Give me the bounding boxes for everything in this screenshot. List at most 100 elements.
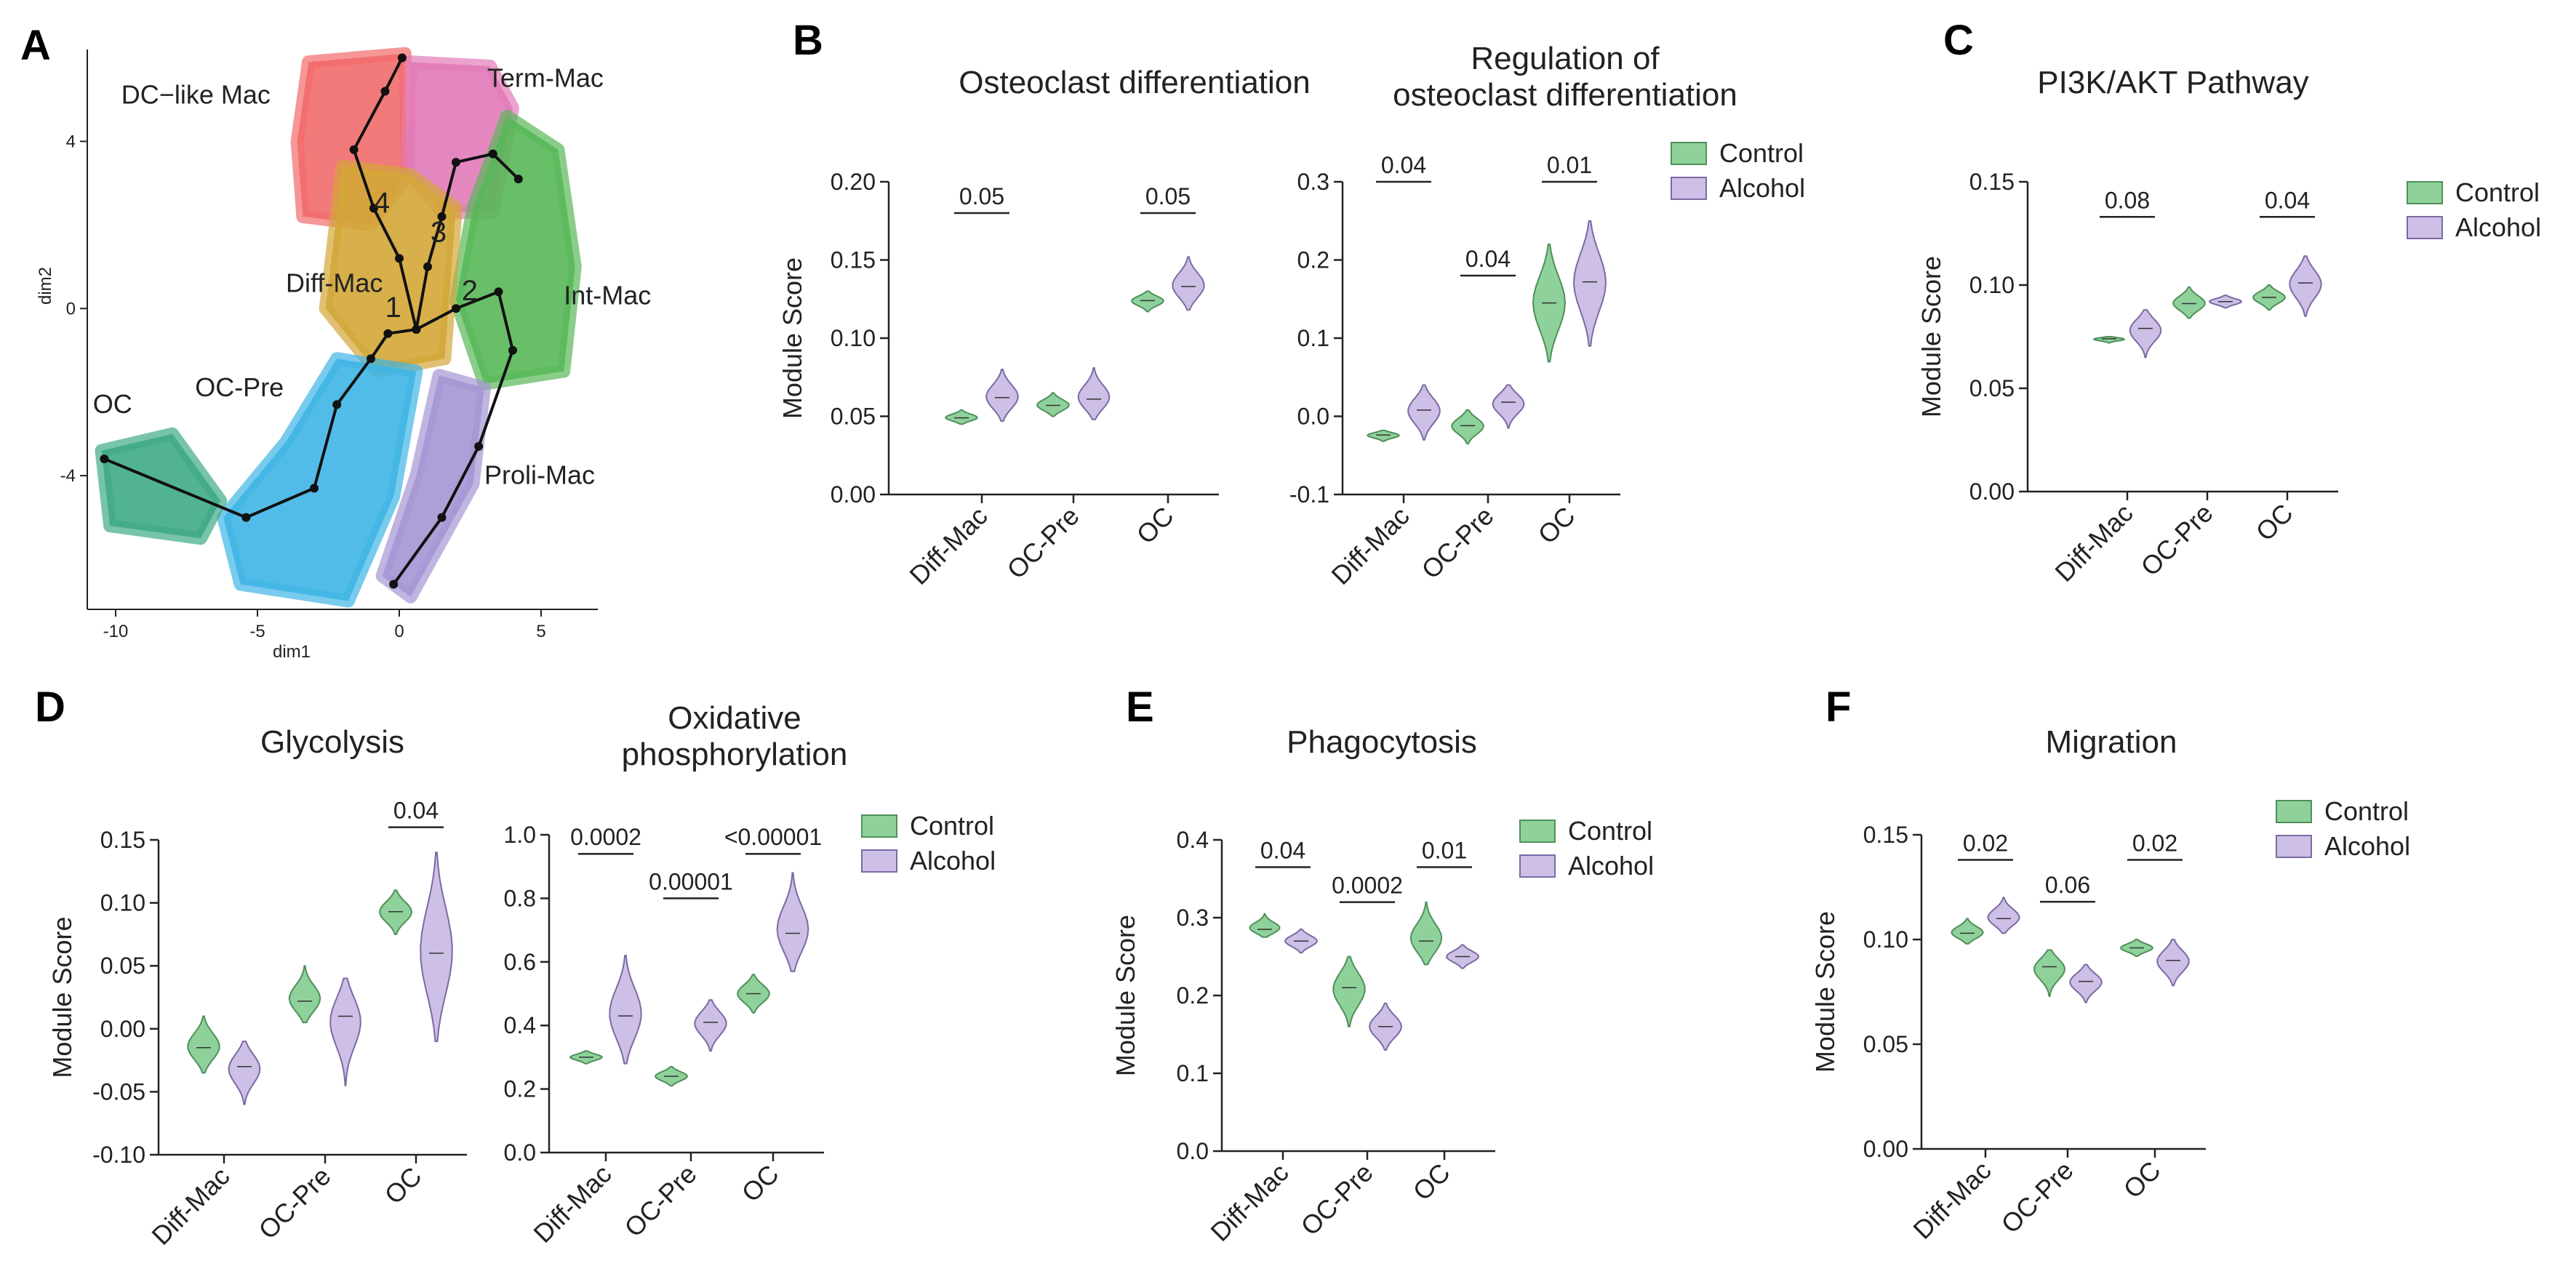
pvalue-label: 0.01	[1422, 837, 1467, 863]
legend-swatch-alcohol	[861, 849, 897, 873]
y-tick-label: 0.10	[1969, 272, 2015, 298]
trajectory-node	[241, 513, 251, 522]
legend-label-alcohol: Alcohol	[2324, 831, 2410, 861]
pvalue-label: 0.04	[393, 798, 439, 824]
pvalue-label: 0.05	[1145, 183, 1191, 209]
violin-control	[378, 889, 413, 935]
chart-title: Oxidative	[668, 700, 801, 736]
y-tick-label: 0.10	[831, 325, 876, 351]
chart-title: Regulation of	[1471, 41, 1660, 76]
y-axis-label: Module Score	[47, 916, 77, 1078]
x-tick-label: Diff-Mac	[1325, 501, 1415, 590]
legend-label-control: Control	[2455, 177, 2540, 207]
y-tick-label: -0.1	[1289, 481, 1329, 508]
chart-f: Migration 0.00 0.05 0.10 0.15 Module Score Dif…	[1810, 724, 2410, 1245]
legend-swatch-control	[2407, 181, 2443, 204]
y-tick-label: 0.15	[100, 827, 145, 853]
chart-title: Osteoclast differentiation	[959, 65, 1310, 100]
violin-alcohol	[1987, 897, 2020, 934]
legend-label-alcohol: Alcohol	[910, 846, 996, 876]
violin-control	[1451, 409, 1484, 445]
y-tick-label: 0.0	[1297, 404, 1329, 430]
trajectory-number: 3	[431, 216, 447, 248]
umap-y-tick-label: 4	[66, 132, 76, 151]
violin-control	[945, 409, 978, 425]
x-tick-label: OC	[2117, 1155, 2166, 1204]
umap-cluster-label: Proli-Mac	[484, 460, 595, 490]
chart-e: Phagocytosis 0.0 0.1 0.2 0.3 0.4 Module Score D…	[1111, 724, 1654, 1247]
umap-cluster-diff-mac	[319, 159, 463, 378]
x-tick-label: OC	[1407, 1158, 1455, 1206]
x-tick-label: Diff-Mac	[2049, 498, 2138, 588]
legend-swatch-alcohol	[1671, 177, 1707, 200]
legend-swatch-control	[1671, 142, 1707, 165]
chart-title: Glycolysis	[260, 724, 404, 760]
violin-alcohol	[609, 955, 642, 1065]
violin-control	[2033, 949, 2066, 997]
x-tick-label: OC	[2249, 498, 2298, 547]
umap-y-axis-label: dim2	[36, 267, 55, 305]
pvalue-label: 0.02	[1963, 830, 2008, 857]
y-tick-label: 0.3	[1297, 169, 1329, 195]
violin-control	[1367, 429, 1400, 442]
legend-swatch-control	[1519, 820, 1556, 843]
umap-cluster-label: Int-Mac	[564, 281, 651, 311]
trajectory-node	[437, 513, 447, 522]
chart-title: osteoclast differentiation	[1393, 77, 1737, 113]
y-tick-label: -0.05	[92, 1078, 145, 1105]
y-tick-label: 0.00	[100, 1016, 145, 1042]
trajectory-node	[437, 212, 447, 221]
violin-alcohol	[228, 1041, 261, 1105]
umap-y-tick-label: 0	[66, 299, 76, 319]
trajectory-number: 1	[385, 292, 401, 324]
umap-cluster-oc	[95, 427, 228, 545]
x-tick-label: OC	[735, 1159, 784, 1208]
panel-letter-a: A	[20, 22, 51, 69]
umap-y-tick-label: -4	[60, 466, 76, 486]
umap-cluster-int-mac	[449, 109, 582, 390]
violin-alcohol	[420, 852, 453, 1043]
trajectory-node	[474, 441, 484, 451]
y-tick-label: 0.4	[504, 1012, 536, 1038]
y-tick-label: 0.1	[1297, 325, 1329, 351]
y-tick-label: -0.10	[92, 1142, 145, 1168]
chart-d1: Glycolysis -0.10 -0.05 0.00 0.05 0.10 0.15 Modu…	[47, 724, 467, 1251]
x-tick-label: OC-Pre	[1415, 501, 1499, 585]
legend-label-alcohol: Alcohol	[1568, 851, 1654, 881]
chart-title: Phagocytosis	[1287, 724, 1477, 760]
legend-label-alcohol: Alcohol	[1719, 173, 1805, 203]
trajectory-node	[397, 53, 407, 63]
y-axis-label: Module Score	[1111, 915, 1140, 1076]
trajectory-node	[508, 345, 517, 355]
x-tick-label: OC-Pre	[1001, 501, 1084, 585]
umap-cluster-label: Term-Mac	[487, 63, 604, 93]
violin-alcohol	[694, 999, 727, 1052]
violin-alcohol	[1492, 384, 1525, 429]
y-tick-label: 0.00	[1969, 478, 2015, 505]
x-tick-label: OC	[1130, 501, 1179, 550]
umap-cluster-oc-pre	[217, 352, 423, 608]
pvalue-label: 0.0002	[570, 824, 641, 850]
x-tick-label: OC-Pre	[2135, 498, 2218, 582]
y-tick-label: 0.05	[1863, 1031, 1908, 1057]
trajectory-node	[369, 204, 378, 213]
panel-letters: A B C D E F	[20, 17, 1974, 731]
violin-control	[1409, 901, 1443, 966]
trajectory-node	[367, 354, 375, 364]
umap-cluster-proli-mac	[375, 369, 491, 604]
trajectory-node	[412, 325, 421, 334]
violin-alcohol	[1407, 384, 1441, 441]
umap-x-tick-label: -10	[103, 622, 129, 641]
umap-cluster-label: OC	[93, 389, 132, 419]
legend-label-control: Control	[1719, 138, 1804, 168]
y-tick-label: 0.6	[504, 949, 536, 975]
panel-letter-b: B	[793, 17, 823, 64]
pvalue-label: 0.00001	[649, 868, 733, 894]
pvalue-label: 0.05	[959, 183, 1004, 209]
pvalue-label: 0.04	[1260, 837, 1305, 863]
violin-alcohol	[1172, 256, 1205, 311]
umap-x-tick-label: -5	[249, 622, 265, 641]
trajectory-node	[452, 304, 460, 313]
violin-alcohol	[2289, 255, 2322, 317]
legend-swatch-alcohol	[2276, 835, 2312, 858]
